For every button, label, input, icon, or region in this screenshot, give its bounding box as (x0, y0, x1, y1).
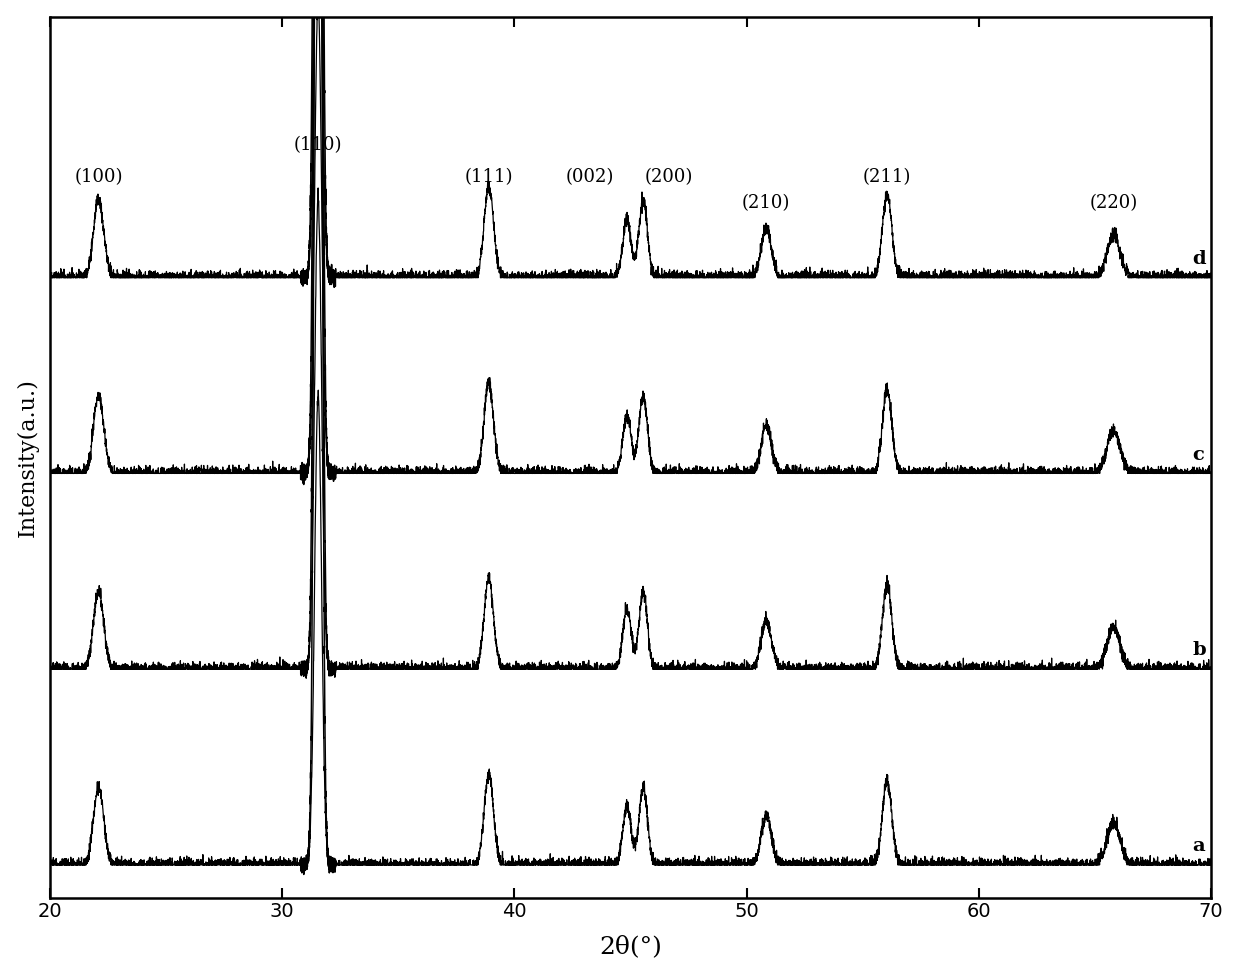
Text: (220): (220) (1090, 194, 1137, 213)
Text: (002): (002) (565, 169, 614, 186)
Text: d: d (1193, 250, 1207, 268)
Text: a: a (1193, 838, 1205, 855)
Text: b: b (1193, 642, 1207, 659)
Text: (200): (200) (645, 169, 693, 186)
Text: c: c (1193, 446, 1204, 464)
Text: (211): (211) (863, 169, 911, 186)
Text: (110): (110) (294, 136, 342, 154)
Text: (111): (111) (465, 169, 513, 186)
Text: (100): (100) (74, 169, 123, 186)
X-axis label: 2θ(°): 2θ(°) (599, 935, 662, 958)
Text: (210): (210) (742, 194, 790, 213)
Y-axis label: Intensity(a.u.): Intensity(a.u.) (16, 377, 38, 536)
